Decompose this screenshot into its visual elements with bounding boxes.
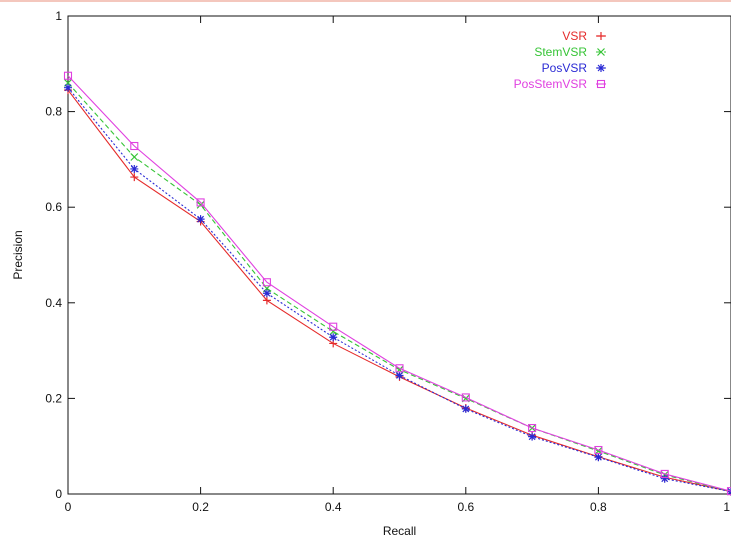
data-point-stemvsr-1	[130, 153, 139, 161]
legend-label: PosStemVSR	[514, 77, 588, 91]
data-point-posvsr-9	[660, 474, 669, 483]
series-line-posstemvsr	[67, 75, 731, 492]
data-point-posstemvsr-9	[660, 469, 669, 478]
data-point-posvsr-1	[130, 164, 139, 173]
data-point-vsr-3	[262, 296, 271, 305]
y-tick-label: 0.4	[45, 296, 62, 310]
data-point-posvsr-6	[461, 404, 470, 413]
legend-label: VSR	[562, 29, 587, 43]
y-tick-label: 1	[55, 9, 62, 23]
data-point-posstemvsr-10	[726, 487, 731, 496]
legend: VSR StemVSR PosVSR PosStemVSR	[514, 29, 606, 91]
y-tick-label: 0.6	[45, 200, 62, 214]
data-point-posstemvsr-8	[594, 445, 603, 455]
legend-label: PosVSR	[542, 61, 588, 75]
data-point-posstemvsr-2	[196, 198, 205, 207]
legend-marker-vsr	[597, 32, 605, 40]
series-stemvsr	[64, 78, 731, 496]
legend-item-posstemvsr: PosStemVSR	[514, 77, 606, 91]
legend-label: StemVSR	[534, 45, 587, 59]
data-point-posstemvsr-5	[395, 364, 404, 373]
x-tick-label: 0.2	[192, 500, 209, 514]
series-line-posvsr	[67, 87, 731, 493]
legend-marker-posvsr	[597, 64, 605, 72]
plot-frame	[67, 15, 731, 495]
series-line-vsr	[67, 89, 731, 493]
data-point-posvsr-7	[528, 432, 537, 441]
tick-labels: 0 0.2 0.4 0.6 0.8 1 0 0.2 0.4 0.6 0.8 1	[45, 9, 730, 514]
y-axis-title: Precision	[11, 230, 25, 279]
series-layer	[63, 71, 731, 496]
series-vsr	[64, 86, 731, 496]
data-point-stemvsr-4	[329, 327, 338, 336]
data-point-stemvsr-2	[196, 200, 205, 209]
x-axis-title: Recall	[383, 524, 416, 537]
y-tick-label: 0.8	[45, 105, 62, 119]
data-point-posstemvsr-1	[130, 141, 139, 151]
y-tick-label: 0	[55, 487, 62, 501]
data-point-posstemvsr-3	[262, 278, 271, 287]
data-point-posvsr-5	[395, 371, 404, 380]
data-point-posstemvsr-6	[461, 393, 470, 402]
legend-item-stemvsr: StemVSR	[534, 45, 606, 59]
top-border-rule	[0, 0, 731, 2]
data-point-posstemvsr-4	[329, 322, 338, 331]
x-tick-label: 0.4	[325, 500, 342, 514]
series-posvsr	[64, 83, 731, 496]
legend-marker-posstemvsr	[596, 79, 606, 89]
legend-marker-stemvsr	[597, 48, 605, 56]
x-tick-label: 1	[723, 500, 730, 514]
data-point-posvsr-0	[64, 83, 72, 92]
data-point-posvsr-4	[329, 333, 338, 342]
x-tick-label: 0.8	[590, 500, 607, 514]
tick-marks	[67, 15, 731, 495]
legend-item-posvsr: PosVSR	[542, 61, 606, 75]
plot-frame-group	[67, 15, 731, 495]
x-tick-label: 0	[65, 500, 72, 514]
data-point-posstemvsr-7	[528, 423, 537, 433]
series-posstemvsr	[63, 71, 731, 496]
y-tick-label: 0.2	[45, 391, 62, 405]
data-point-posvsr-8	[594, 453, 603, 462]
data-point-vsr-1	[130, 173, 139, 182]
x-tick-label: 0.6	[457, 500, 474, 514]
data-point-posvsr-2	[196, 215, 205, 224]
legend-item-vsr: VSR	[562, 29, 606, 43]
series-line-stemvsr	[67, 82, 731, 493]
data-point-posstemvsr-0	[63, 71, 73, 80]
data-point-posvsr-3	[262, 289, 271, 298]
